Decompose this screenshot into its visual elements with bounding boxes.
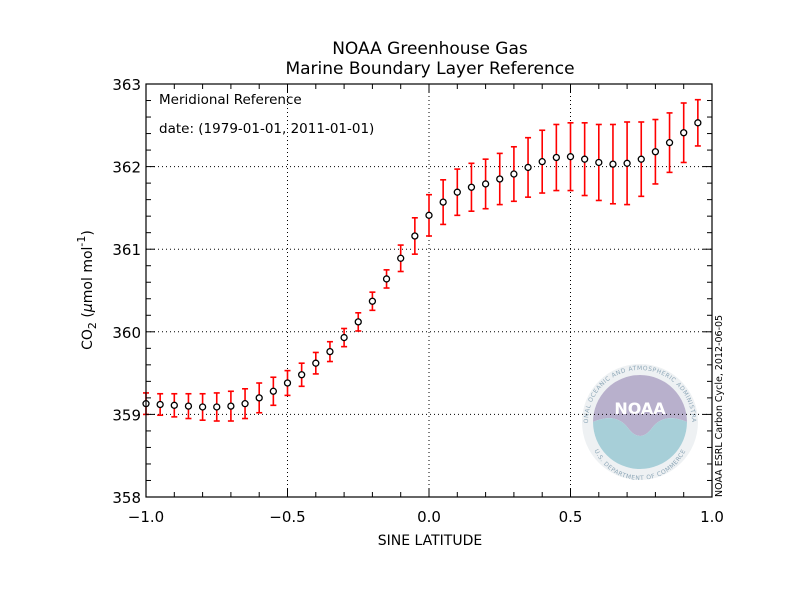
data-point: [411, 232, 419, 240]
data-point: [481, 180, 490, 188]
y-axis-label-sup: -1: [75, 236, 88, 247]
chart-axes: −1.0 −0.5 0.0 0.5 1.0 358 359 360 361 362 363: [112, 76, 724, 526]
data-point: [283, 379, 292, 387]
y-axis-label-open: (: [80, 312, 96, 322]
data-point: [326, 347, 334, 356]
y-axis-label: CO2 (μmol mol-1): [75, 230, 99, 350]
data-point: [623, 159, 631, 167]
data-series: [142, 98, 702, 422]
y-tick-label: 358: [112, 489, 141, 507]
data-point: [312, 359, 320, 367]
data-point: [269, 387, 278, 395]
data-point: [651, 148, 660, 156]
data-point: [467, 183, 476, 191]
noaa-logo-word: NOAA: [614, 399, 666, 418]
x-tick-label: −1.0: [128, 508, 164, 526]
data-point: [425, 211, 433, 219]
data-point: [241, 400, 249, 408]
data-point: [368, 297, 377, 305]
data-point: [397, 254, 405, 262]
y-tick-label: 360: [112, 324, 141, 342]
y-axis-label-close: ): [80, 230, 96, 235]
data-point: [665, 138, 674, 147]
data-point: [297, 371, 306, 379]
data-point: [694, 119, 702, 127]
data-point: [609, 160, 617, 168]
data-point: [156, 400, 164, 409]
data-point: [552, 153, 560, 162]
data-point: [496, 175, 504, 183]
data-point: [453, 188, 461, 196]
data-point: [538, 157, 546, 166]
data-point: [439, 198, 447, 206]
svg-text:CO2 (μmol mol-1): CO2 (μmol mol-1): [75, 230, 99, 350]
sky-shape: [593, 375, 687, 436]
y-axis-label-unit: mol mol: [80, 247, 96, 304]
data-point: [637, 155, 645, 163]
x-tick-label: 0.0: [417, 508, 441, 526]
data-point: [680, 129, 688, 137]
x-tick-label: −0.5: [269, 508, 305, 526]
y-tick-label: 359: [112, 406, 141, 424]
data-point: [510, 170, 518, 178]
data-point: [198, 403, 207, 411]
y-tick-label: 362: [112, 159, 141, 177]
x-tick-label: 0.5: [559, 508, 583, 526]
x-axis-label: SINE LATITUDE: [378, 533, 483, 549]
chart-title: NOAA Greenhouse Gas: [332, 39, 528, 59]
annotation-reference: Meridional Reference: [159, 92, 302, 108]
data-point: [581, 155, 589, 163]
data-point: [340, 333, 348, 342]
sea-shape: [593, 418, 687, 469]
data-point: [227, 402, 235, 410]
y-tick-label: 363: [112, 76, 141, 94]
data-point: [213, 403, 221, 411]
data-point: [595, 158, 603, 167]
y-tick-label: 361: [112, 241, 141, 259]
chart-subtitle: Marine Boundary Layer Reference: [285, 59, 574, 79]
data-point: [184, 402, 193, 410]
data-point: [382, 275, 391, 283]
data-point: [566, 153, 575, 161]
x-tick-label: 1.0: [700, 508, 724, 526]
data-point: [255, 394, 263, 402]
data-point: [524, 163, 532, 172]
annotation-date: date: (1979-01-01, 2011-01-01): [159, 121, 374, 137]
data-point: [170, 401, 178, 409]
y-axis-label-sub: 2: [86, 322, 99, 329]
data-point: [354, 318, 362, 326]
y-axis-label-main: CO: [80, 329, 96, 350]
y-axis-label-mu: μ: [80, 303, 96, 313]
credit-text: NOAA ESRL Carbon Cycle, 2012-06-05: [714, 315, 725, 497]
